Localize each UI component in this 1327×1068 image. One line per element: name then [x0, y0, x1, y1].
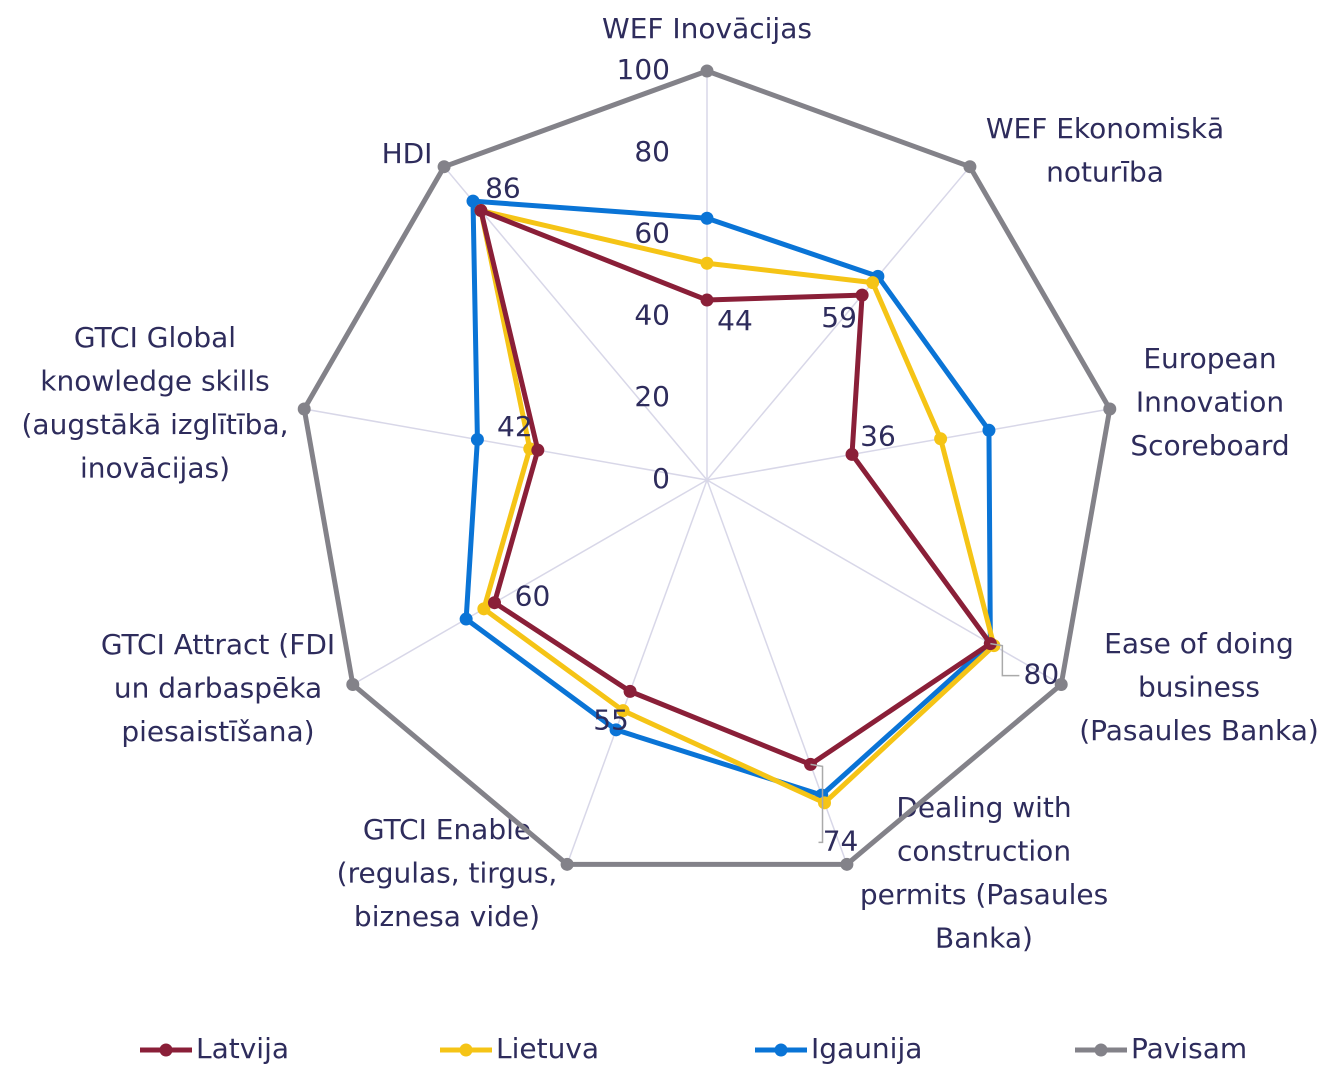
series-line	[301, 68, 1113, 867]
leader-line	[810, 763, 824, 844]
legend-label: Pavisam	[1131, 1032, 1247, 1065]
data-label: 86	[485, 172, 521, 205]
legend-marker	[774, 1043, 788, 1057]
series-marker	[855, 288, 869, 302]
series-marker	[560, 857, 574, 871]
data-label: 59	[821, 301, 857, 334]
series-marker	[437, 160, 451, 174]
data-label: 55	[593, 703, 629, 736]
series-marker	[1103, 402, 1117, 416]
r-tick-label: 80	[634, 135, 670, 168]
series-marker	[487, 596, 501, 610]
category-label: Ease of doing business (Pasaules Banka)	[1079, 627, 1319, 747]
legend-label: Lietuva	[496, 1032, 599, 1065]
category-label: WEF Ekonomiskā noturība	[986, 112, 1224, 189]
series-marker	[934, 432, 948, 446]
series-line	[478, 208, 997, 806]
legend-marker	[159, 1043, 173, 1057]
category-label: GTCI Attract (FDI un darbaspēka piesaistīš…	[101, 628, 335, 748]
spoke	[706, 166, 971, 481]
series-marker	[459, 612, 473, 626]
category-label: GTCI Global knowledge skills (augstākā izg…	[22, 321, 289, 485]
spoke	[706, 408, 1110, 481]
spoke	[443, 166, 708, 481]
r-tick-label: 40	[634, 298, 670, 331]
legend-label: Igaunija	[811, 1032, 922, 1065]
series-marker	[700, 293, 714, 307]
data-label: 60	[515, 580, 551, 613]
category-label: European Innovation Scoreboard	[1130, 342, 1289, 462]
series-marker	[818, 796, 832, 810]
series-marker	[982, 423, 996, 437]
series-marker	[840, 857, 854, 871]
r-tick-label: 20	[634, 380, 670, 413]
r-tick-label: 60	[634, 217, 670, 250]
series-marker	[700, 256, 714, 270]
spoke	[566, 479, 708, 865]
data-label: 36	[860, 419, 896, 452]
series-marker	[845, 447, 859, 461]
data-label: 74	[823, 824, 859, 857]
spoke	[706, 479, 1062, 686]
series-marker	[700, 211, 714, 225]
series-marker	[466, 194, 480, 208]
series-marker	[470, 433, 484, 447]
data-label: 44	[717, 304, 753, 337]
category-label: HDI	[382, 137, 433, 170]
data-label: 42	[497, 410, 533, 443]
spoke	[352, 479, 708, 686]
series-marker	[700, 64, 714, 78]
category-label: GTCI Enable (regulas, tirgus, biznesa vide…	[337, 813, 558, 933]
category-label: WEF Inovācijas	[602, 12, 812, 45]
series-line	[478, 208, 993, 767]
spoke	[304, 408, 708, 481]
series-marker	[623, 684, 637, 698]
series-marker	[477, 602, 491, 616]
r-tick-label: 0	[652, 462, 670, 495]
series-marker	[866, 276, 880, 290]
series-marker	[1054, 678, 1068, 691]
series-marker	[616, 704, 630, 718]
r-tick-label: 100	[617, 53, 670, 86]
data-label: 80	[1024, 658, 1060, 691]
legend-label: Latvija	[196, 1032, 289, 1065]
series-marker	[531, 443, 545, 457]
series-marker	[346, 678, 360, 691]
series-marker	[609, 723, 623, 737]
legend-marker	[459, 1043, 473, 1057]
series-marker	[963, 160, 977, 174]
category-label: Dealing with construction permits (Pasaule…	[860, 791, 1108, 955]
series-marker	[474, 204, 488, 218]
legend-marker	[1094, 1043, 1108, 1057]
series-marker	[297, 402, 311, 416]
leader-line	[990, 642, 1020, 677]
series-line	[463, 198, 993, 798]
